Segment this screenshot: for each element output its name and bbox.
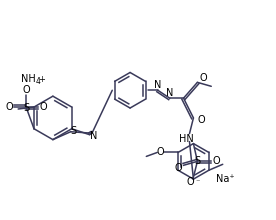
Text: O: O bbox=[175, 163, 182, 173]
Text: S: S bbox=[71, 126, 77, 136]
Text: O: O bbox=[156, 147, 164, 158]
Text: O: O bbox=[6, 102, 13, 112]
Text: Na⁺: Na⁺ bbox=[216, 174, 234, 184]
Text: N: N bbox=[166, 88, 173, 98]
Text: O: O bbox=[39, 102, 47, 112]
Text: S: S bbox=[194, 156, 200, 166]
Text: O: O bbox=[200, 73, 207, 83]
Text: N: N bbox=[154, 80, 161, 90]
Text: O: O bbox=[213, 156, 220, 166]
Text: 4: 4 bbox=[36, 77, 40, 86]
Text: ⁻: ⁻ bbox=[195, 178, 200, 187]
Text: NH: NH bbox=[21, 74, 35, 84]
Text: S: S bbox=[23, 103, 29, 113]
Text: O: O bbox=[187, 177, 194, 187]
Text: O: O bbox=[22, 85, 30, 95]
Text: +: + bbox=[38, 75, 45, 84]
Text: O: O bbox=[198, 115, 205, 125]
Text: N: N bbox=[90, 131, 97, 141]
Text: HN: HN bbox=[179, 134, 194, 144]
